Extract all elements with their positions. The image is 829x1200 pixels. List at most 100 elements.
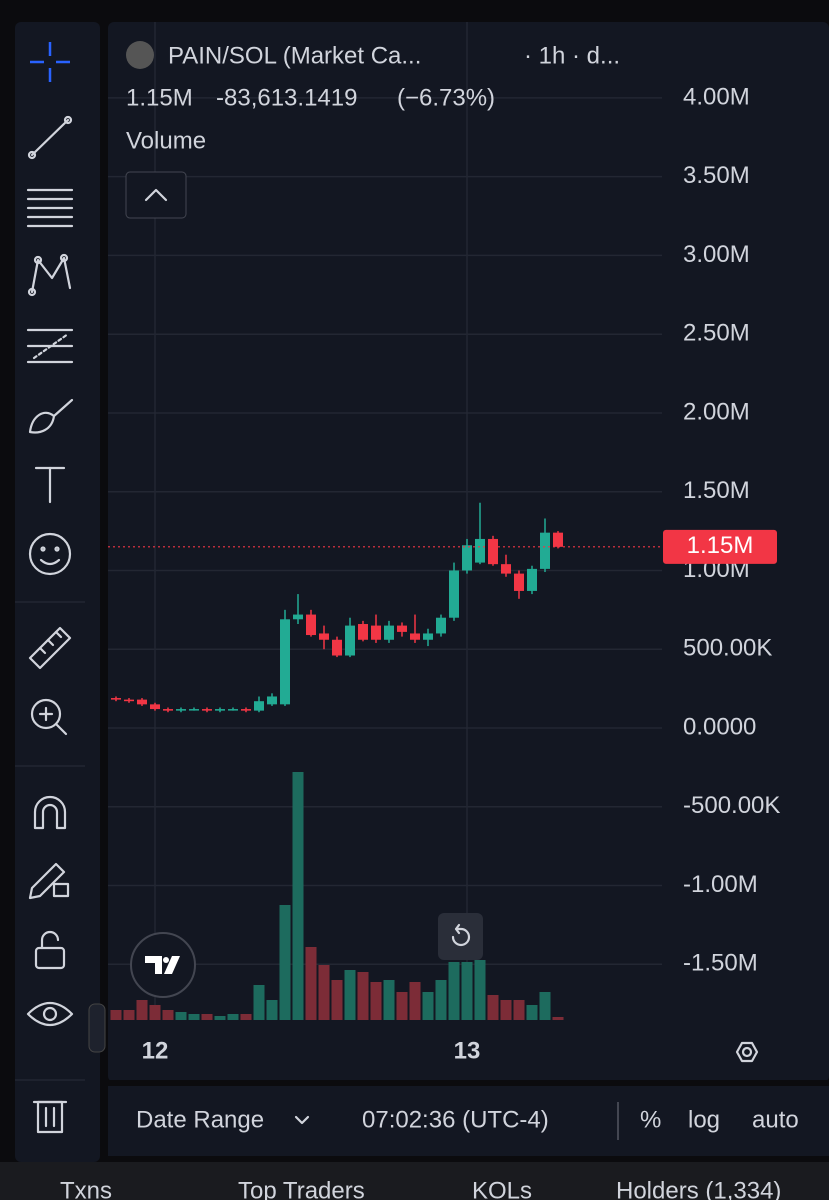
y-tick-label: 3.00M <box>683 241 750 268</box>
visibility-tool[interactable] <box>26 1001 74 1027</box>
date-range[interactable]: Date Range <box>136 1106 264 1133</box>
volume-bar <box>149 1005 161 1020</box>
candle-body <box>189 709 199 711</box>
change-pct: (−6.73%) <box>397 84 495 111</box>
volume-bar <box>435 980 447 1020</box>
percent-toggle[interactable]: % <box>640 1106 661 1133</box>
y-tick-label: 0.0000 <box>683 713 756 740</box>
trend-line-tool[interactable] <box>27 115 73 160</box>
tab[interactable]: Top Traders <box>238 1177 365 1200</box>
volume-bar <box>396 992 408 1020</box>
candle-body <box>553 532 563 547</box>
candle-body <box>319 633 329 640</box>
volume-bar <box>370 982 382 1020</box>
ruler-tool[interactable] <box>28 626 72 670</box>
volume-bar <box>175 1012 187 1020</box>
candle-body <box>137 699 147 705</box>
volume-bar <box>279 905 291 1020</box>
brush-tool[interactable] <box>28 398 74 434</box>
candle-body <box>254 701 264 711</box>
candle-body <box>384 625 394 640</box>
candle-body <box>124 699 134 702</box>
candle-body <box>345 625 355 656</box>
candle-body <box>111 698 121 700</box>
zoom-tool[interactable] <box>30 698 68 736</box>
crosshair-tool[interactable] <box>30 42 70 82</box>
y-tick-label: 2.50M <box>683 320 750 347</box>
x-tick-label: 12 <box>142 1037 169 1064</box>
y-tick-label: 500.00K <box>683 635 772 662</box>
candle-body <box>410 633 420 640</box>
clock: 07:02:36 (UTC-4) <box>362 1106 549 1133</box>
volume-bar <box>253 985 265 1020</box>
candle-body <box>514 573 524 591</box>
forecast-tool[interactable] <box>26 328 74 364</box>
volume-bar <box>461 962 473 1020</box>
volume-bar <box>331 980 343 1020</box>
tab[interactable]: KOLs <box>472 1177 532 1200</box>
candle-body <box>475 538 485 563</box>
candle-body <box>176 709 186 711</box>
volume-bar <box>500 1000 512 1020</box>
pair-title: PAIN/SOL (Market Ca... <box>168 42 421 69</box>
collapse-handle[interactable] <box>88 1003 106 1053</box>
volume-bar <box>227 1014 239 1020</box>
candle-body <box>501 564 511 574</box>
volume-bar <box>110 1010 122 1020</box>
candle-body <box>163 709 173 711</box>
volume-bar <box>214 1016 226 1020</box>
delete-tool[interactable] <box>32 1100 68 1134</box>
y-tick-label: 1.50M <box>683 477 750 504</box>
volume-bar <box>357 972 369 1020</box>
volume-bar <box>188 1014 200 1020</box>
candle-body <box>267 696 277 705</box>
volume-bar <box>487 995 499 1020</box>
tab-bar <box>0 1162 829 1200</box>
collapse-button[interactable] <box>125 171 187 219</box>
candle-body <box>228 709 238 711</box>
volume-bar <box>383 980 395 1020</box>
volume-bar <box>162 1010 174 1020</box>
volume-bar <box>344 970 356 1020</box>
candle-body <box>527 568 537 591</box>
toolbar <box>15 42 106 1134</box>
volume-bar <box>526 1005 538 1020</box>
dropdown-arrow <box>294 1115 310 1125</box>
candle-body <box>215 709 225 711</box>
lock-drawing-tool[interactable] <box>28 862 70 900</box>
interval: · 1h · d... <box>524 42 620 69</box>
y-tick-label: 4.00M <box>683 83 750 110</box>
candle-body <box>332 639 342 656</box>
fib-tool[interactable] <box>26 188 74 228</box>
volume-bar <box>305 947 317 1020</box>
plot: 4.00M3.50M3.00M2.50M2.00M1.50M1.00M500.0… <box>108 22 780 1064</box>
volume-bar <box>409 982 421 1020</box>
pattern-tool[interactable] <box>27 253 72 297</box>
tab[interactable]: Txns <box>60 1177 112 1200</box>
last-price-label: 1.15M <box>687 532 754 559</box>
candle-body <box>358 624 368 640</box>
text-tool[interactable] <box>34 466 66 504</box>
volume-bar <box>448 962 460 1020</box>
candle-body <box>293 614 303 620</box>
candle-body <box>462 545 472 571</box>
settings-button[interactable] <box>735 1041 759 1063</box>
x-tick-label: 13 <box>454 1037 481 1064</box>
candle-body <box>241 709 251 711</box>
reset-button[interactable] <box>438 913 483 960</box>
volume-bar <box>292 772 304 1020</box>
magnet-tool[interactable] <box>33 795 67 830</box>
auto-toggle[interactable]: auto <box>752 1106 799 1133</box>
lock-tool[interactable] <box>34 930 66 970</box>
tv-logo <box>130 932 196 998</box>
log-toggle[interactable]: log <box>688 1106 720 1133</box>
candle-body <box>150 704 160 710</box>
candle-body <box>202 709 212 711</box>
emoji-tool[interactable] <box>28 532 72 576</box>
volume-bar <box>474 960 486 1020</box>
candle-body <box>306 614 316 636</box>
y-tick-label: 2.00M <box>683 398 750 425</box>
tab[interactable]: Holders (1,334) <box>616 1177 781 1200</box>
